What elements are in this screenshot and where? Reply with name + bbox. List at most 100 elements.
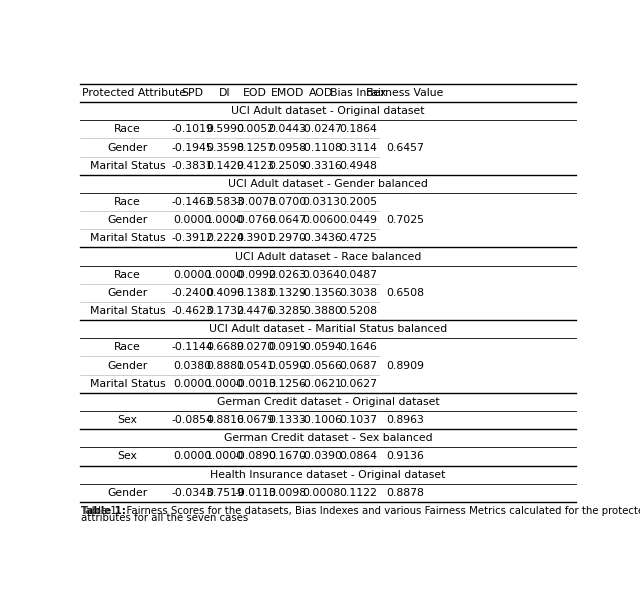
Text: 0.0864: 0.0864 <box>339 452 377 461</box>
Text: 0.1257: 0.1257 <box>236 142 274 153</box>
Text: -0.1945: -0.1945 <box>172 142 214 153</box>
Text: Health Insurance dataset - Original dataset: Health Insurance dataset - Original data… <box>211 470 445 479</box>
Text: EOD: EOD <box>243 88 267 98</box>
Text: 0.0487: 0.0487 <box>339 270 377 280</box>
Text: -0.1463: -0.1463 <box>172 197 214 207</box>
Text: 1.0000: 1.0000 <box>205 270 244 280</box>
Text: Fairness Value: Fairness Value <box>366 88 444 98</box>
Text: Bias Index: Bias Index <box>330 88 387 98</box>
Text: 0.1329: 0.1329 <box>268 288 307 298</box>
Text: attributes for all the seven cases: attributes for all the seven cases <box>81 513 248 523</box>
Text: 0.7025: 0.7025 <box>386 215 424 226</box>
Text: -0.0594: -0.0594 <box>300 343 342 352</box>
Text: UCI Adult dataset - Race balanced: UCI Adult dataset - Race balanced <box>235 251 421 262</box>
Text: 0.1333: 0.1333 <box>268 415 307 425</box>
Text: 0.0263: 0.0263 <box>268 270 307 280</box>
Text: 0.7519: 0.7519 <box>206 488 244 497</box>
Text: 0.3038: 0.3038 <box>339 288 377 298</box>
Text: 0.8909: 0.8909 <box>386 361 424 371</box>
Text: 0.5990: 0.5990 <box>206 124 244 134</box>
Text: -0.3436: -0.3436 <box>300 233 342 244</box>
Text: 0.0958: 0.0958 <box>268 142 307 153</box>
Text: Sex: Sex <box>118 452 138 461</box>
Text: Table 1:: Table 1: <box>81 505 126 516</box>
Text: German Credit dataset - Original dataset: German Credit dataset - Original dataset <box>217 397 439 407</box>
Text: UCI Adult dataset - Gender balanced: UCI Adult dataset - Gender balanced <box>228 179 428 189</box>
Text: 1.0000: 1.0000 <box>205 379 244 389</box>
Text: 0.4476: 0.4476 <box>236 306 274 316</box>
Text: -0.0013: -0.0013 <box>234 379 276 389</box>
Text: 0.6689: 0.6689 <box>206 343 244 352</box>
Text: -0.1144: -0.1144 <box>172 343 214 352</box>
Text: 0.6457: 0.6457 <box>386 142 424 153</box>
Text: Sex: Sex <box>118 415 138 425</box>
Text: 0.0008: 0.0008 <box>302 488 340 497</box>
Text: Race: Race <box>115 197 141 207</box>
Text: 0.0449: 0.0449 <box>339 215 377 226</box>
Text: 0.1646: 0.1646 <box>339 343 377 352</box>
Text: 0.1864: 0.1864 <box>339 124 377 134</box>
Text: 0.0098: 0.0098 <box>268 488 307 497</box>
Text: -0.3831: -0.3831 <box>172 161 214 171</box>
Text: 0.0313: 0.0313 <box>302 197 340 207</box>
Text: SPD: SPD <box>182 88 204 98</box>
Text: Gender: Gender <box>108 361 148 371</box>
Text: 0.4123: 0.4123 <box>236 161 274 171</box>
Text: 0.4725: 0.4725 <box>339 233 377 244</box>
Text: 0.8816: 0.8816 <box>206 415 244 425</box>
Text: 0.0000: 0.0000 <box>173 270 212 280</box>
Text: Marital Status: Marital Status <box>90 379 165 389</box>
Text: 0.0700: 0.0700 <box>268 197 307 207</box>
Text: -0.2400: -0.2400 <box>172 288 214 298</box>
Text: 0.0052: 0.0052 <box>236 124 274 134</box>
Text: 0.8963: 0.8963 <box>386 415 424 425</box>
Text: -0.1019: -0.1019 <box>172 124 214 134</box>
Text: 0.3901: 0.3901 <box>236 233 274 244</box>
Text: 0.1383: 0.1383 <box>236 288 274 298</box>
Text: UCI Adult dataset - Maritial Status balanced: UCI Adult dataset - Maritial Status bala… <box>209 324 447 334</box>
Text: 0.0647: 0.0647 <box>268 215 307 226</box>
Text: Race: Race <box>115 124 141 134</box>
Text: -0.3880: -0.3880 <box>300 306 342 316</box>
Text: 0.0000: 0.0000 <box>173 379 212 389</box>
Text: 0.0000: 0.0000 <box>173 215 212 226</box>
Text: -0.0854: -0.0854 <box>172 415 214 425</box>
Text: UCI Adult dataset - Original dataset: UCI Adult dataset - Original dataset <box>231 106 425 116</box>
Text: 0.2224: 0.2224 <box>206 233 244 244</box>
Text: -0.1006: -0.1006 <box>300 415 342 425</box>
Text: -0.0343: -0.0343 <box>172 488 214 497</box>
Text: -0.1108: -0.1108 <box>300 142 342 153</box>
Text: 1.0000: 1.0000 <box>205 215 244 226</box>
Text: 0.0919: 0.0919 <box>268 343 307 352</box>
Text: 0.5833: 0.5833 <box>206 197 244 207</box>
Text: Gender: Gender <box>108 215 148 226</box>
Text: Gender: Gender <box>108 142 148 153</box>
Text: Marital Status: Marital Status <box>90 161 165 171</box>
Text: 0.0000: 0.0000 <box>173 452 212 461</box>
Text: 0.0380: 0.0380 <box>173 361 212 371</box>
Text: -0.0566: -0.0566 <box>300 361 342 371</box>
Text: -0.0621: -0.0621 <box>300 379 342 389</box>
Text: -0.0766: -0.0766 <box>234 215 276 226</box>
Text: -0.0073: -0.0073 <box>234 197 276 207</box>
Text: Marital Status: Marital Status <box>90 306 165 316</box>
Text: 0.0270: 0.0270 <box>236 343 274 352</box>
Text: 0.4096: 0.4096 <box>206 288 244 298</box>
Text: 0.0687: 0.0687 <box>339 361 377 371</box>
Text: EMOD: EMOD <box>271 88 304 98</box>
Text: -0.0890: -0.0890 <box>234 452 276 461</box>
Text: 0.0443: 0.0443 <box>268 124 307 134</box>
Text: -0.0113: -0.0113 <box>234 488 276 497</box>
Text: Protected Attribute: Protected Attribute <box>82 88 186 98</box>
Text: -0.4623: -0.4623 <box>172 306 214 316</box>
Text: 0.0060: 0.0060 <box>302 215 340 226</box>
Text: 0.1122: 0.1122 <box>339 488 377 497</box>
Text: 0.3114: 0.3114 <box>339 142 377 153</box>
Text: 0.4948: 0.4948 <box>339 161 377 171</box>
Text: 0.1670: 0.1670 <box>268 452 307 461</box>
Text: -0.0390: -0.0390 <box>300 452 342 461</box>
Text: DI: DI <box>219 88 230 98</box>
Text: 0.8881: 0.8881 <box>206 361 244 371</box>
Text: 0.1732: 0.1732 <box>206 306 244 316</box>
Text: Race: Race <box>115 270 141 280</box>
